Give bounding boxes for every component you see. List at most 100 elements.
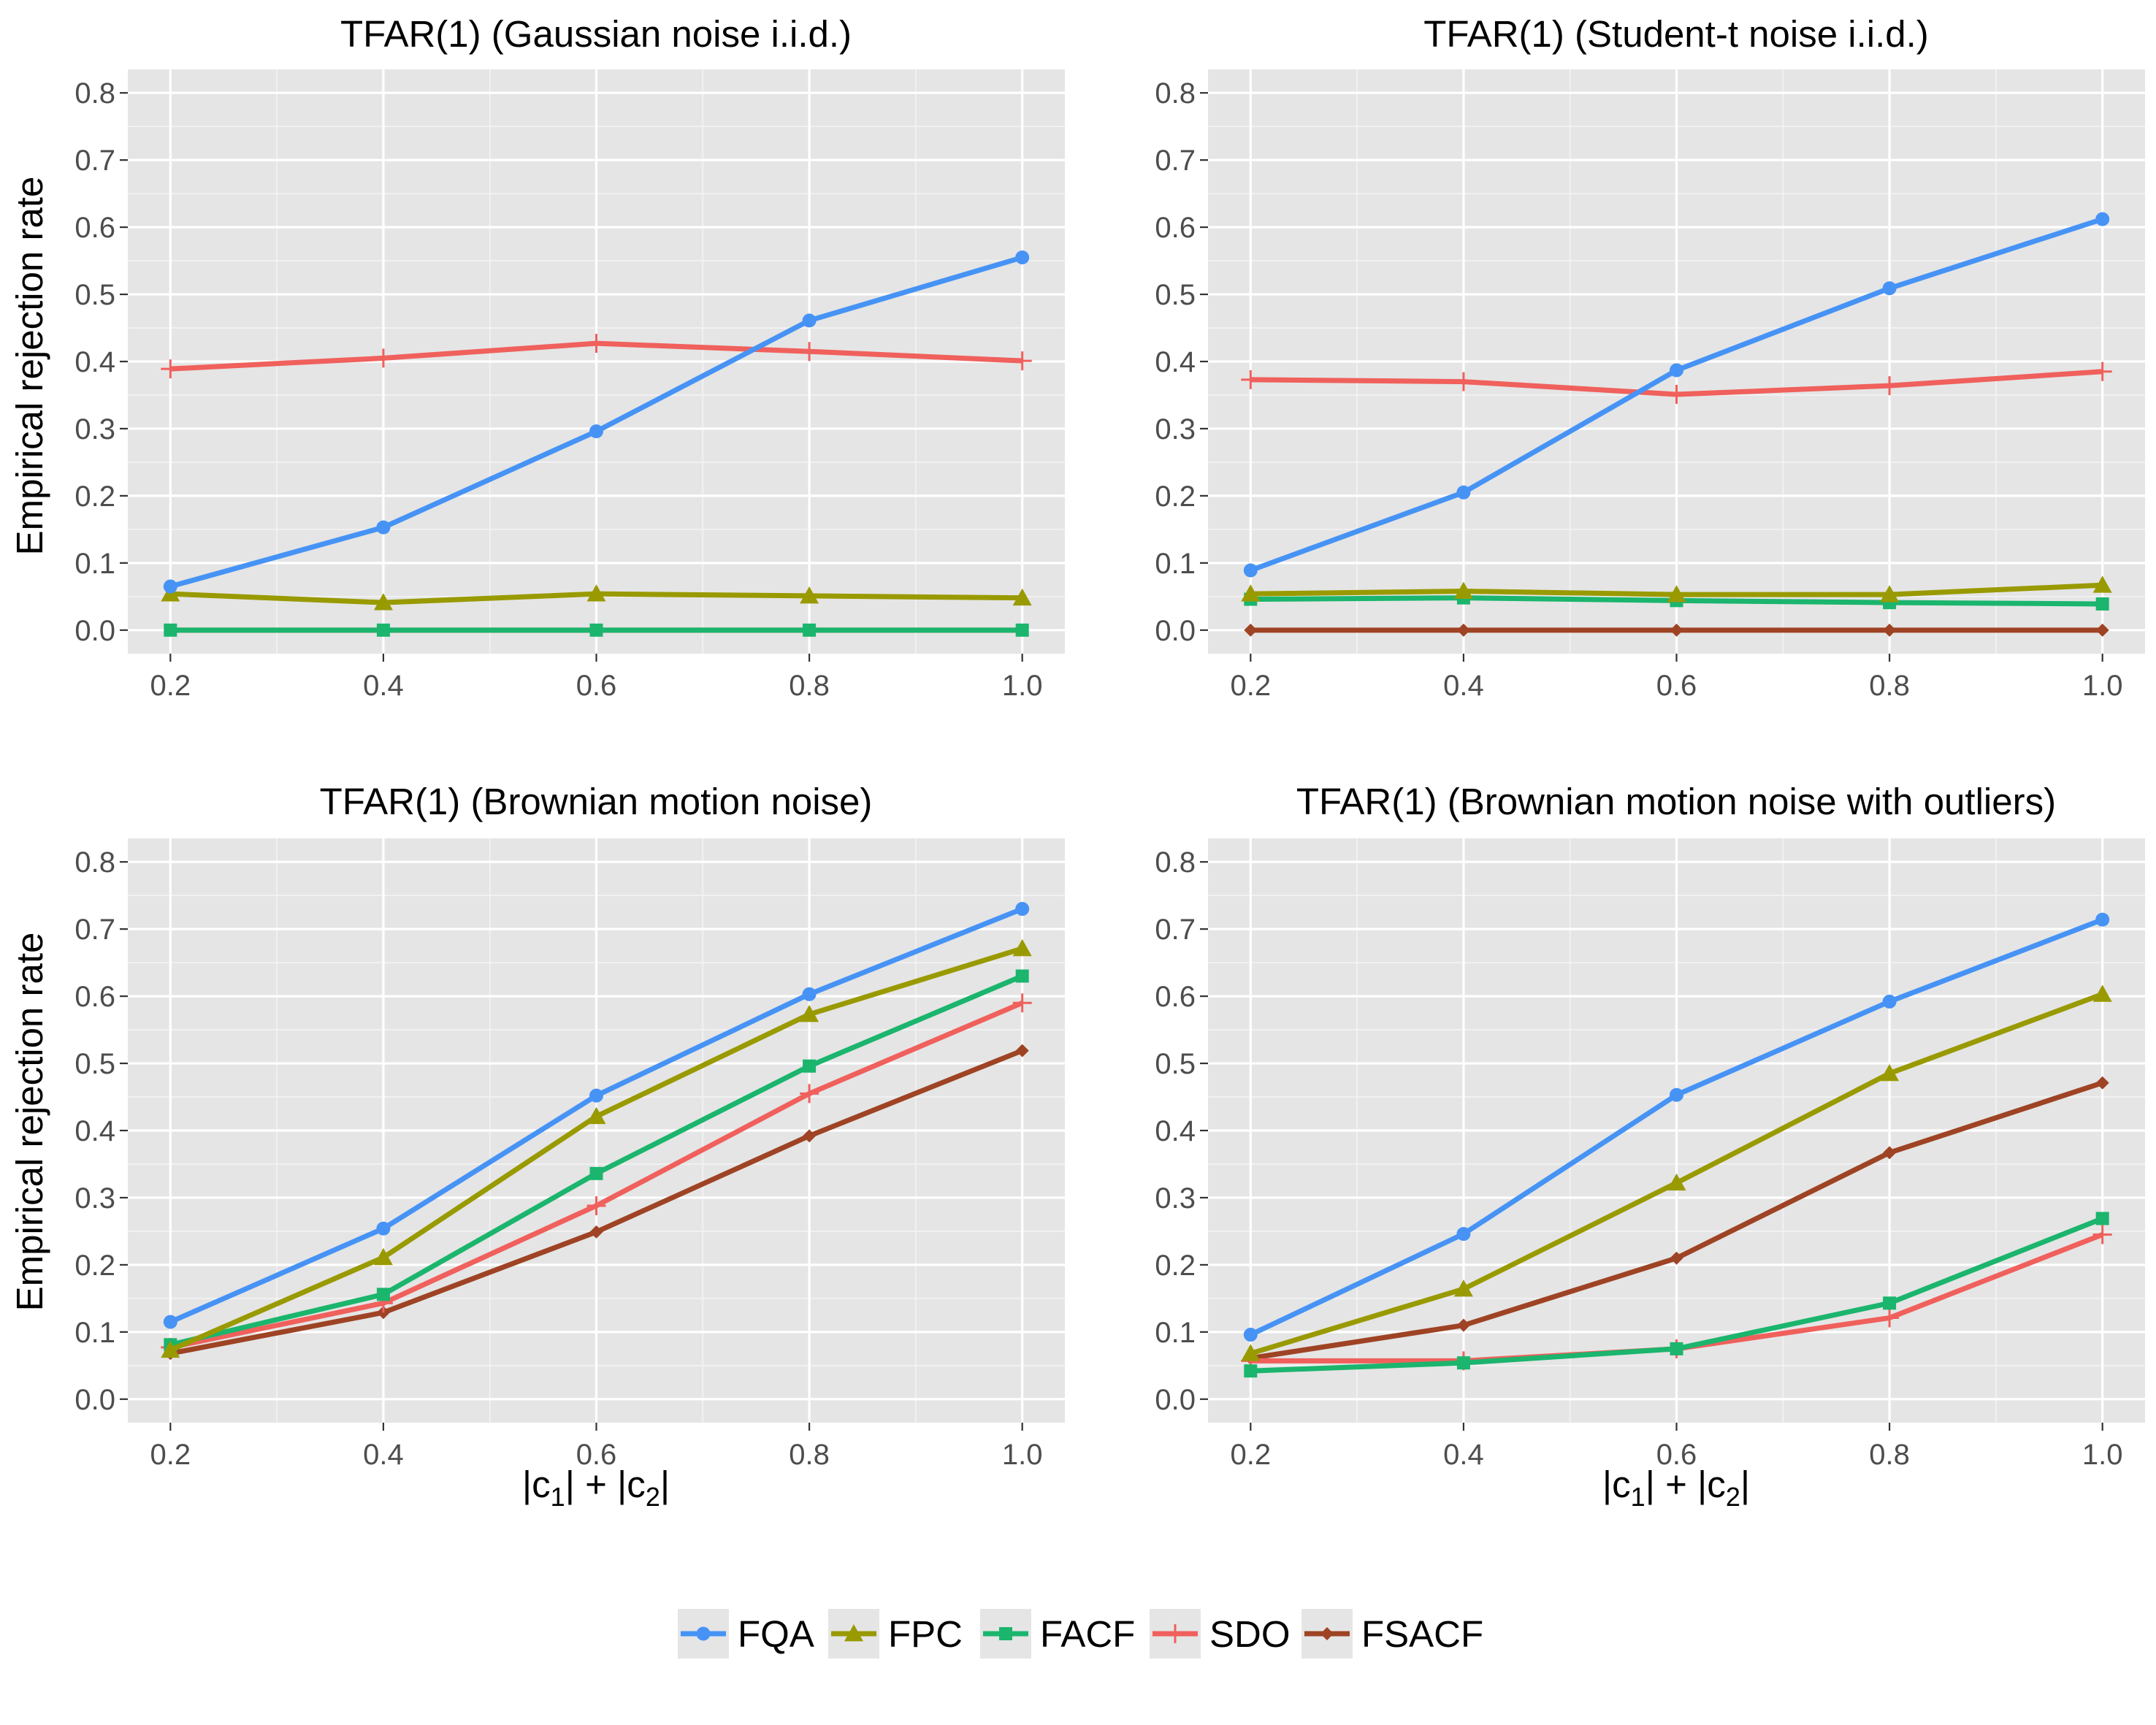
y-tick-label: 0.2 (74, 481, 115, 513)
x-tick-label: 0.4 (1443, 1439, 1484, 1471)
legend-item-fqa: FQA (678, 1609, 814, 1659)
data-point-sdo (1012, 351, 1032, 371)
legend-key-marker (999, 1627, 1012, 1640)
y-tick-label: 0.3 (1155, 1182, 1196, 1215)
series-fqa (163, 250, 1030, 594)
y-tick-label: 0.8 (1155, 846, 1196, 879)
y-tick-label: 0.5 (1155, 279, 1196, 311)
data-point-facf (1015, 623, 1029, 637)
data-point-fpc (800, 586, 819, 604)
data-point-fsacf (1456, 623, 1470, 637)
series-fpc (1241, 575, 2112, 603)
data-point-facf (2095, 597, 2109, 611)
data-point-facf (1883, 1296, 1897, 1310)
data-point-sdo (800, 1084, 819, 1104)
data-point-fsacf (1244, 623, 1258, 637)
y-tick-label: 0.0 (1155, 1384, 1196, 1416)
panel-4-title: TFAR(1) (Brownian motion noise with outl… (1296, 781, 2056, 822)
y-tick-label: 0.1 (74, 1317, 115, 1349)
data-point-facf (2095, 1212, 2109, 1225)
y-tick-label: 0.5 (74, 1048, 115, 1080)
data-point-facf (803, 623, 817, 637)
data-point-sdo (1667, 385, 1686, 405)
panel-gaussian: 0.0 0.1 0.2 0.3 0.4 0.5 0.6 0.7 0.8 0.2 0.4 0.6 0.8 1… (74, 69, 1065, 702)
data-point-fpc (1667, 1173, 1686, 1191)
legend-key-marker (844, 1624, 863, 1642)
legend-item-sdo: SDO (1150, 1609, 1291, 1659)
data-point-fqa (2095, 912, 2110, 927)
legend-label: FPC (888, 1613, 963, 1655)
y-tick-label: 0.4 (74, 1115, 115, 1147)
data-point-fqa (376, 520, 391, 535)
series-facf (164, 623, 1029, 637)
series-fqa (1243, 912, 2110, 1342)
data-point-fqa (163, 579, 177, 594)
data-point-fpc (1880, 585, 1900, 603)
y-tick-label: 0.0 (1155, 615, 1196, 647)
data-point-fpc (1241, 584, 1261, 602)
data-point-sdo (1880, 1308, 1900, 1328)
data-point-fsacf (1883, 1146, 1897, 1160)
data-point-fqa (1243, 1328, 1258, 1342)
y-tick-label: 0.1 (1155, 548, 1196, 580)
data-point-fpc (1012, 938, 1032, 957)
legend-label: FQA (738, 1613, 814, 1655)
data-point-facf (589, 623, 603, 637)
series-fpc (161, 938, 1032, 1358)
data-point-sdo (2092, 362, 2112, 381)
x-tick-label: 0.6 (1656, 670, 1697, 702)
data-point-fpc (1453, 1280, 1473, 1297)
x-tick-label: 0.2 (150, 1439, 191, 1471)
legend-key-marker (1320, 1627, 1334, 1640)
data-point-fsacf (803, 1129, 817, 1143)
data-point-fqa (589, 1088, 603, 1103)
series-fsacf (1244, 623, 2109, 637)
data-point-fqa (1015, 902, 1030, 917)
x-tick-label: 0.8 (1869, 1439, 1910, 1471)
panel-3-title: TFAR(1) (Brownian motion noise) (320, 781, 873, 822)
data-point-fsacf (1015, 1044, 1029, 1057)
data-point-fqa (589, 424, 603, 439)
x-tick-label: 0.6 (1656, 1439, 1697, 1471)
x-tick-label: 0.8 (789, 670, 830, 702)
x-tick-label: 0.8 (1869, 670, 1910, 702)
series-fpc (161, 584, 1032, 611)
data-point-fsacf (2095, 1076, 2109, 1090)
data-point-fpc (2092, 575, 2112, 593)
y-tick-label: 0.5 (1155, 1048, 1196, 1080)
y-tick-label: 0.1 (1155, 1317, 1196, 1349)
data-point-fpc (373, 1247, 393, 1266)
data-point-sdo (1880, 376, 1900, 396)
data-point-facf (376, 1288, 390, 1301)
data-point-fsacf (1883, 623, 1897, 637)
data-point-fsacf (2095, 623, 2109, 637)
data-point-fsacf (1670, 1251, 1683, 1265)
data-point-sdo (2092, 1225, 2112, 1244)
data-point-facf (1015, 969, 1029, 983)
data-point-facf (589, 1166, 603, 1180)
y-tick-label: 0.0 (74, 615, 115, 647)
data-point-fqa (1670, 363, 1683, 378)
y-tick-label: 0.3 (1155, 413, 1196, 445)
x-tick-label: 0.4 (1443, 670, 1484, 702)
y-tick-label: 0.4 (1155, 1115, 1196, 1147)
series-facf (1244, 1212, 2109, 1378)
data-point-sdo (1241, 370, 1261, 389)
x-tick-label: 0.6 (576, 670, 617, 702)
data-point-sdo (1453, 372, 1473, 391)
panel-1-title: TFAR(1) (Gaussian noise i.i.d.) (340, 13, 852, 55)
data-point-fsacf (1670, 623, 1683, 637)
data-point-sdo (800, 342, 819, 362)
data-point-facf (1244, 1364, 1258, 1378)
data-point-fsacf (589, 1225, 603, 1239)
legend-label: FSACF (1361, 1613, 1483, 1655)
data-point-fqa (802, 313, 817, 328)
series-sdo (161, 334, 1032, 379)
data-point-facf (1670, 1342, 1683, 1355)
legend-item-facf: FACF (980, 1609, 1135, 1659)
series-fpc (1241, 984, 2112, 1361)
data-point-fpc (1012, 588, 1032, 606)
y-tick-label: 0.2 (74, 1250, 115, 1282)
x-tick-label: 0.4 (363, 670, 404, 702)
